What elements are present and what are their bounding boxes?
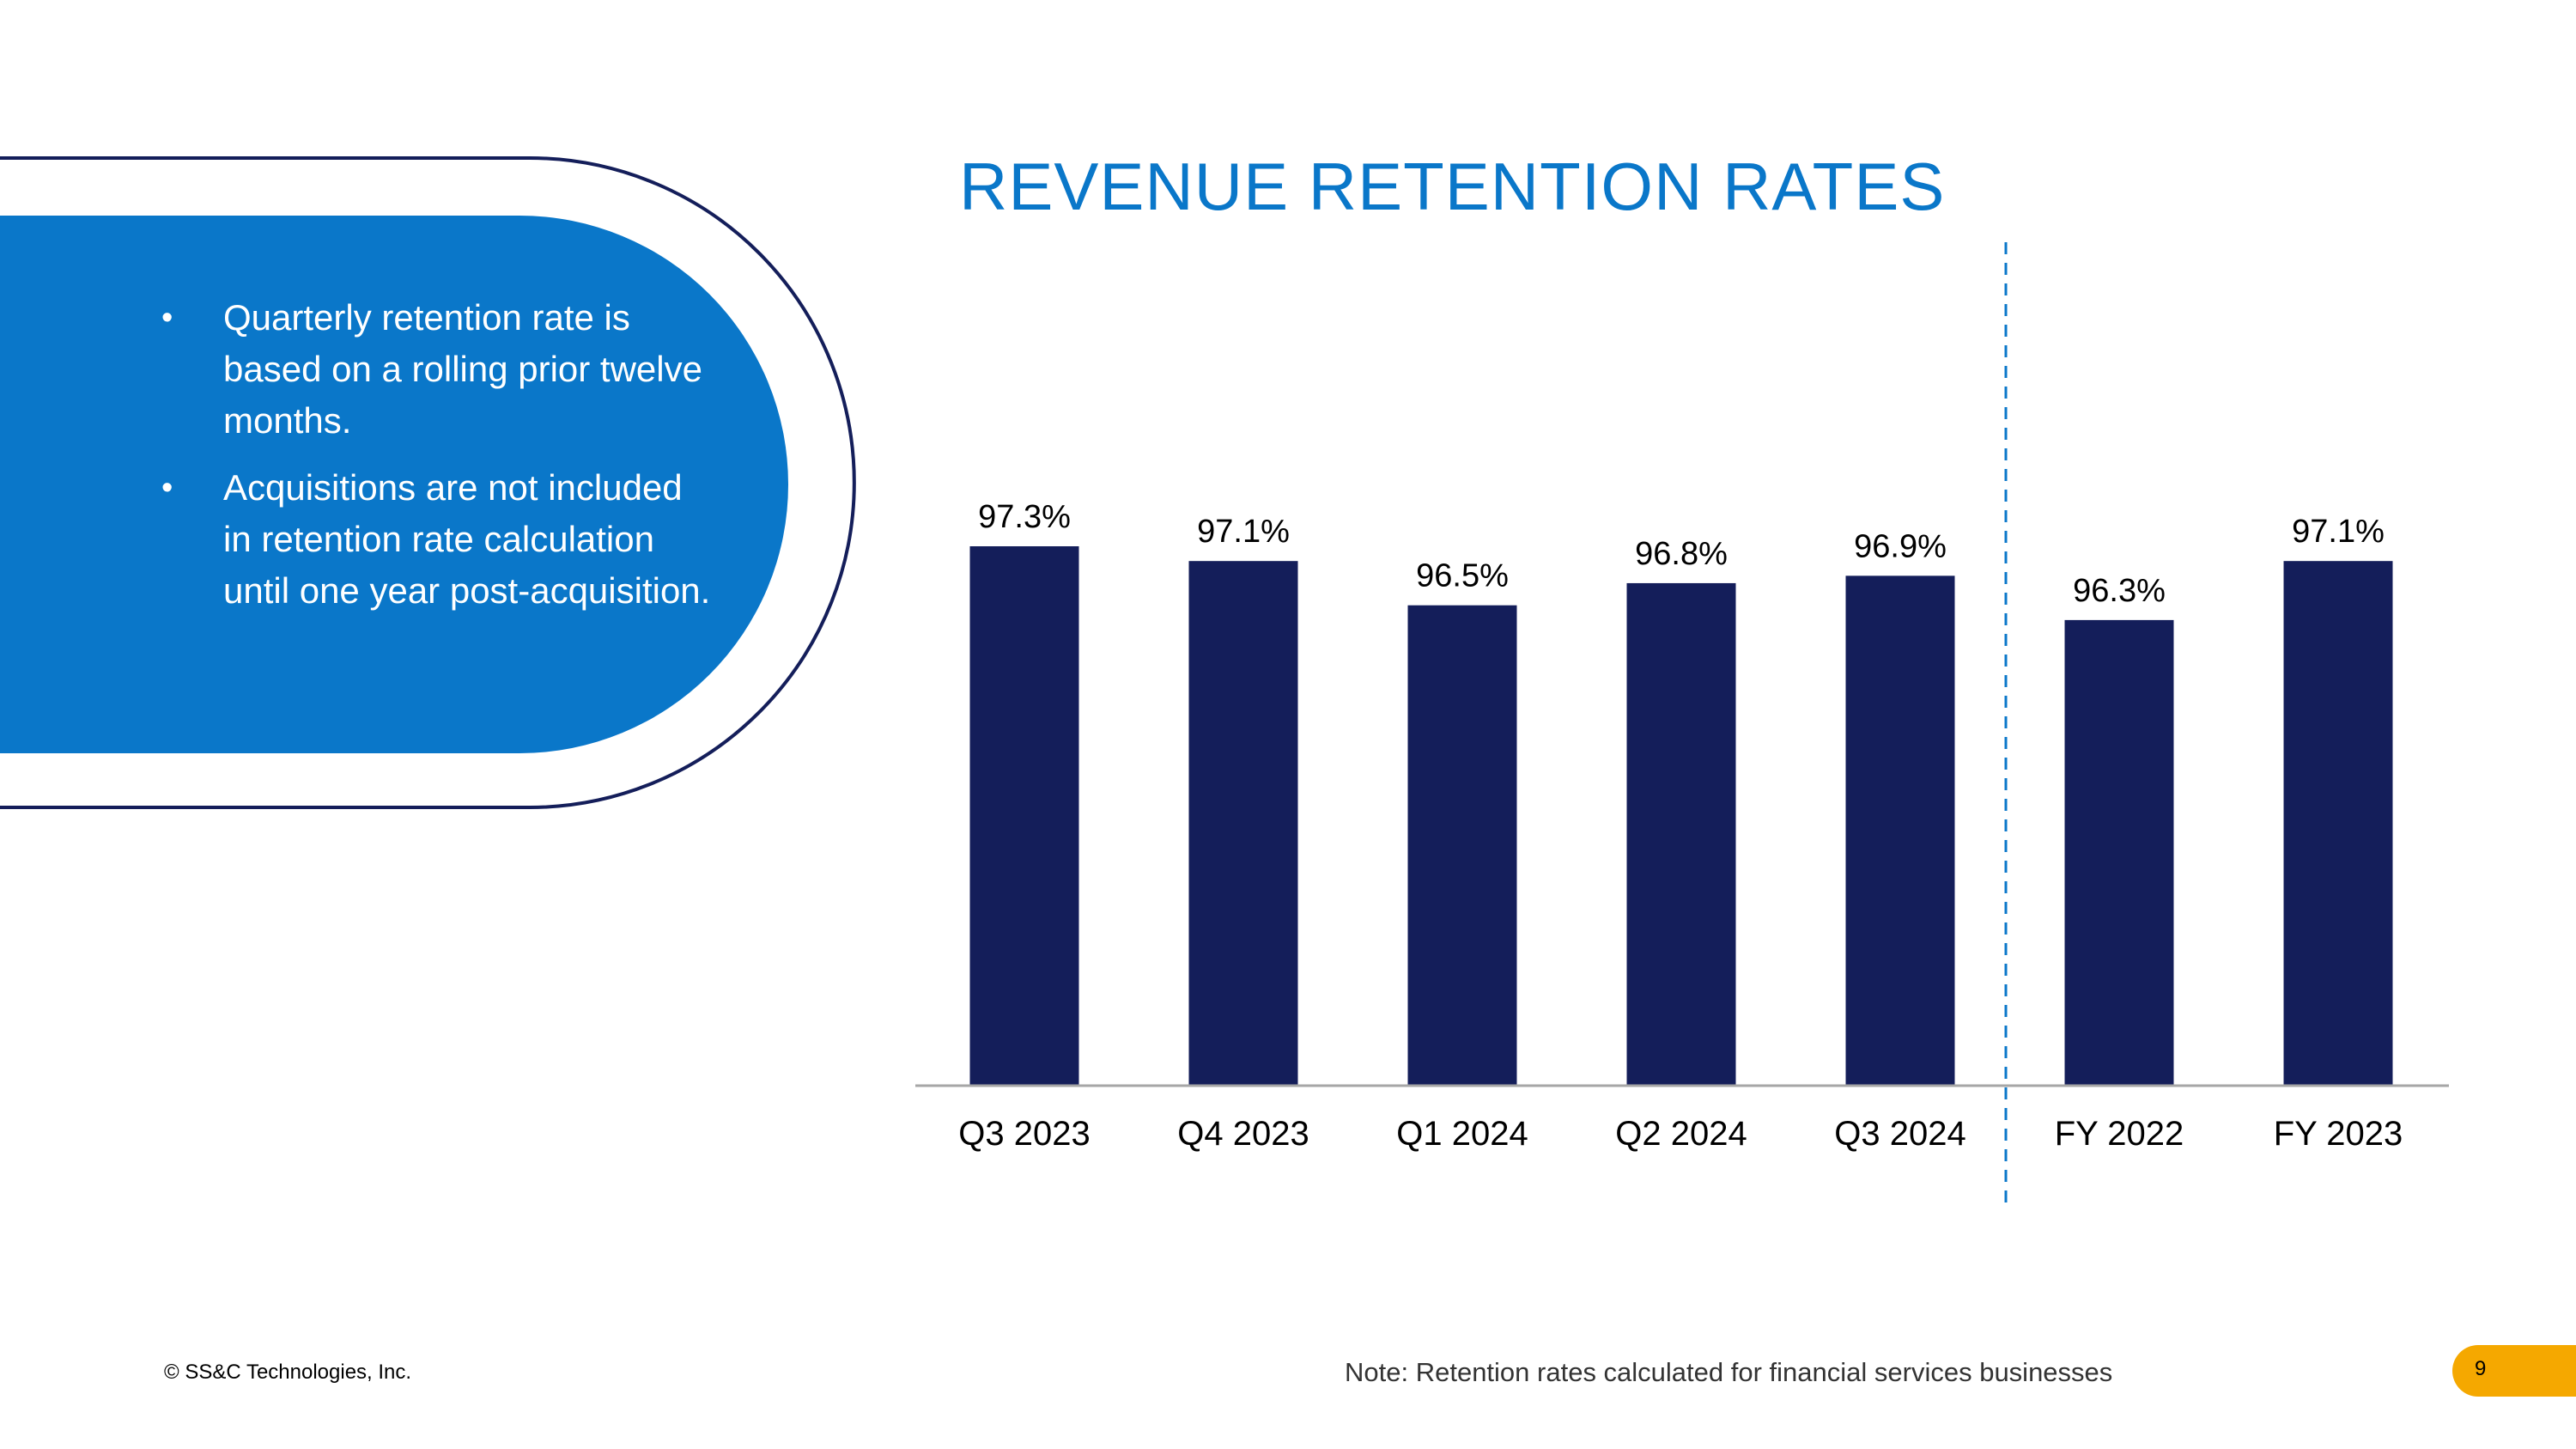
bar-fy-2022 bbox=[2064, 619, 2174, 1085]
bar-q4-2023 bbox=[1188, 561, 1298, 1085]
data-label: 96.3% bbox=[2073, 573, 2166, 609]
callout-bullet-list: Quarterly retention rate is based on a r… bbox=[161, 292, 711, 632]
bar-q3-2024 bbox=[1845, 575, 1955, 1085]
bar-q1-2024 bbox=[1407, 605, 1517, 1085]
data-label: 97.1% bbox=[2292, 514, 2385, 550]
footnote: Note: Retention rates calculated for fin… bbox=[1345, 1357, 2113, 1387]
callout-outline bbox=[0, 156, 856, 809]
bars-layer bbox=[969, 546, 2393, 1085]
x-tick-label: Q3 2024 bbox=[1834, 1115, 1965, 1153]
callout-bullet: Quarterly retention rate is based on a r… bbox=[161, 292, 711, 447]
x-tick-label: Q1 2024 bbox=[1396, 1115, 1528, 1153]
page-number: 9 bbox=[2475, 1357, 2487, 1380]
page-number-tab: 9 bbox=[2452, 1345, 2576, 1397]
data-label: 96.8% bbox=[1635, 536, 1728, 572]
x-tick-label: Q2 2024 bbox=[1615, 1115, 1747, 1153]
data-label: 96.9% bbox=[1854, 528, 1947, 564]
data-label: 96.5% bbox=[1416, 558, 1509, 594]
x-tick-label: Q3 2023 bbox=[958, 1115, 1090, 1153]
callout-bullet: Acquisitions are not included in retenti… bbox=[161, 462, 711, 617]
labels-layer: 97.3% Q3 2023 97.1% Q4 2023 96.5% Q1 2024 96.8… bbox=[958, 499, 2403, 1153]
x-tick-label: Q4 2023 bbox=[1177, 1115, 1309, 1153]
copyright-text: © SS&C Technologies, Inc. bbox=[164, 1361, 412, 1384]
bar-q2-2024 bbox=[1626, 582, 1736, 1085]
data-label: 97.3% bbox=[978, 499, 1071, 535]
data-label: 97.1% bbox=[1197, 514, 1290, 550]
x-tick-label: FY 2022 bbox=[2055, 1115, 2184, 1153]
page-title: REVENUE RETENTION RATES bbox=[959, 149, 1946, 224]
x-tick-label: FY 2023 bbox=[2274, 1115, 2403, 1153]
bar-fy-2023 bbox=[2283, 561, 2393, 1085]
bar-q3-2023 bbox=[969, 546, 1079, 1085]
